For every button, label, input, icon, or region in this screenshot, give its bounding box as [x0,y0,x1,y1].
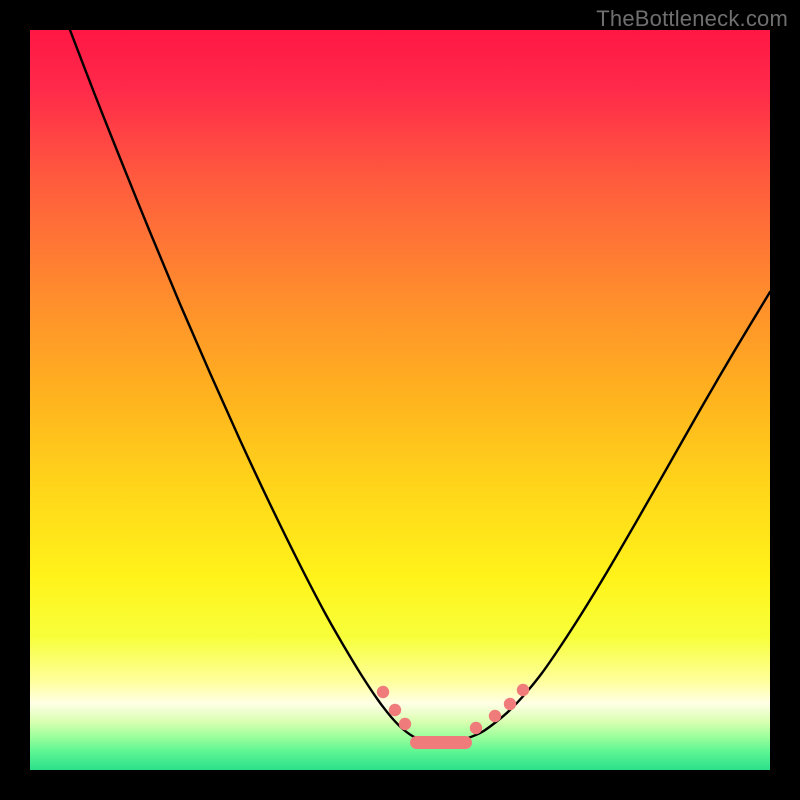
marker-dot [399,718,411,730]
marker-dot [377,686,389,698]
marker-dot [504,698,516,710]
marker-dot [389,704,401,716]
marker-bar [410,736,472,749]
marker-dot [470,722,482,734]
marker-dot [517,684,529,696]
bottleneck-curve-chart [0,0,800,800]
plot-area [30,30,770,770]
marker-dot [489,710,501,722]
chart-stage: TheBottleneck.com [0,0,800,800]
